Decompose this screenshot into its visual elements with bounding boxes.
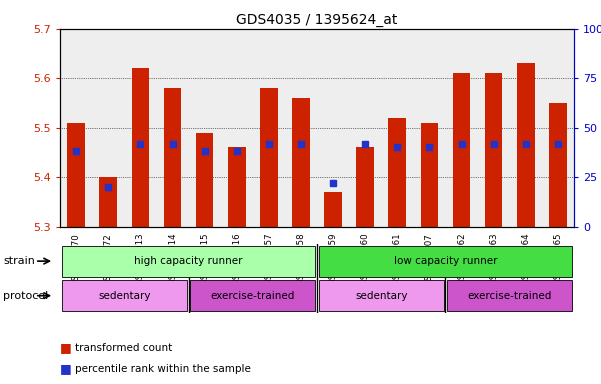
Bar <box>549 103 567 227</box>
Text: exercise-trained: exercise-trained <box>210 291 295 301</box>
Bar <box>485 73 502 227</box>
Text: strain: strain <box>3 256 35 266</box>
Bar <box>319 280 444 311</box>
Bar <box>292 98 310 227</box>
Bar <box>163 88 182 227</box>
Text: exercise-trained: exercise-trained <box>468 291 552 301</box>
Text: low capacity runner: low capacity runner <box>394 256 497 266</box>
Text: ■: ■ <box>60 362 72 375</box>
Bar <box>228 147 246 227</box>
Bar <box>260 88 278 227</box>
Bar <box>62 280 187 311</box>
Bar <box>447 280 572 311</box>
Bar <box>325 192 342 227</box>
Bar <box>190 280 316 311</box>
Text: transformed count: transformed count <box>75 343 172 353</box>
Text: GDS4035 / 1395624_at: GDS4035 / 1395624_at <box>236 13 398 27</box>
Text: percentile rank within the sample: percentile rank within the sample <box>75 364 251 374</box>
Bar <box>319 246 572 276</box>
Bar <box>132 68 149 227</box>
Bar <box>67 123 85 227</box>
Text: high capacity runner: high capacity runner <box>134 256 243 266</box>
Text: ■: ■ <box>60 341 72 354</box>
Bar <box>99 177 117 227</box>
Text: sedentary: sedentary <box>98 291 151 301</box>
Bar <box>388 118 406 227</box>
Text: sedentary: sedentary <box>355 291 407 301</box>
Bar <box>517 63 535 227</box>
Bar <box>421 123 438 227</box>
Bar <box>62 246 316 276</box>
Text: protocol: protocol <box>3 291 48 301</box>
Bar <box>356 147 374 227</box>
Bar <box>196 132 213 227</box>
Bar <box>453 73 471 227</box>
